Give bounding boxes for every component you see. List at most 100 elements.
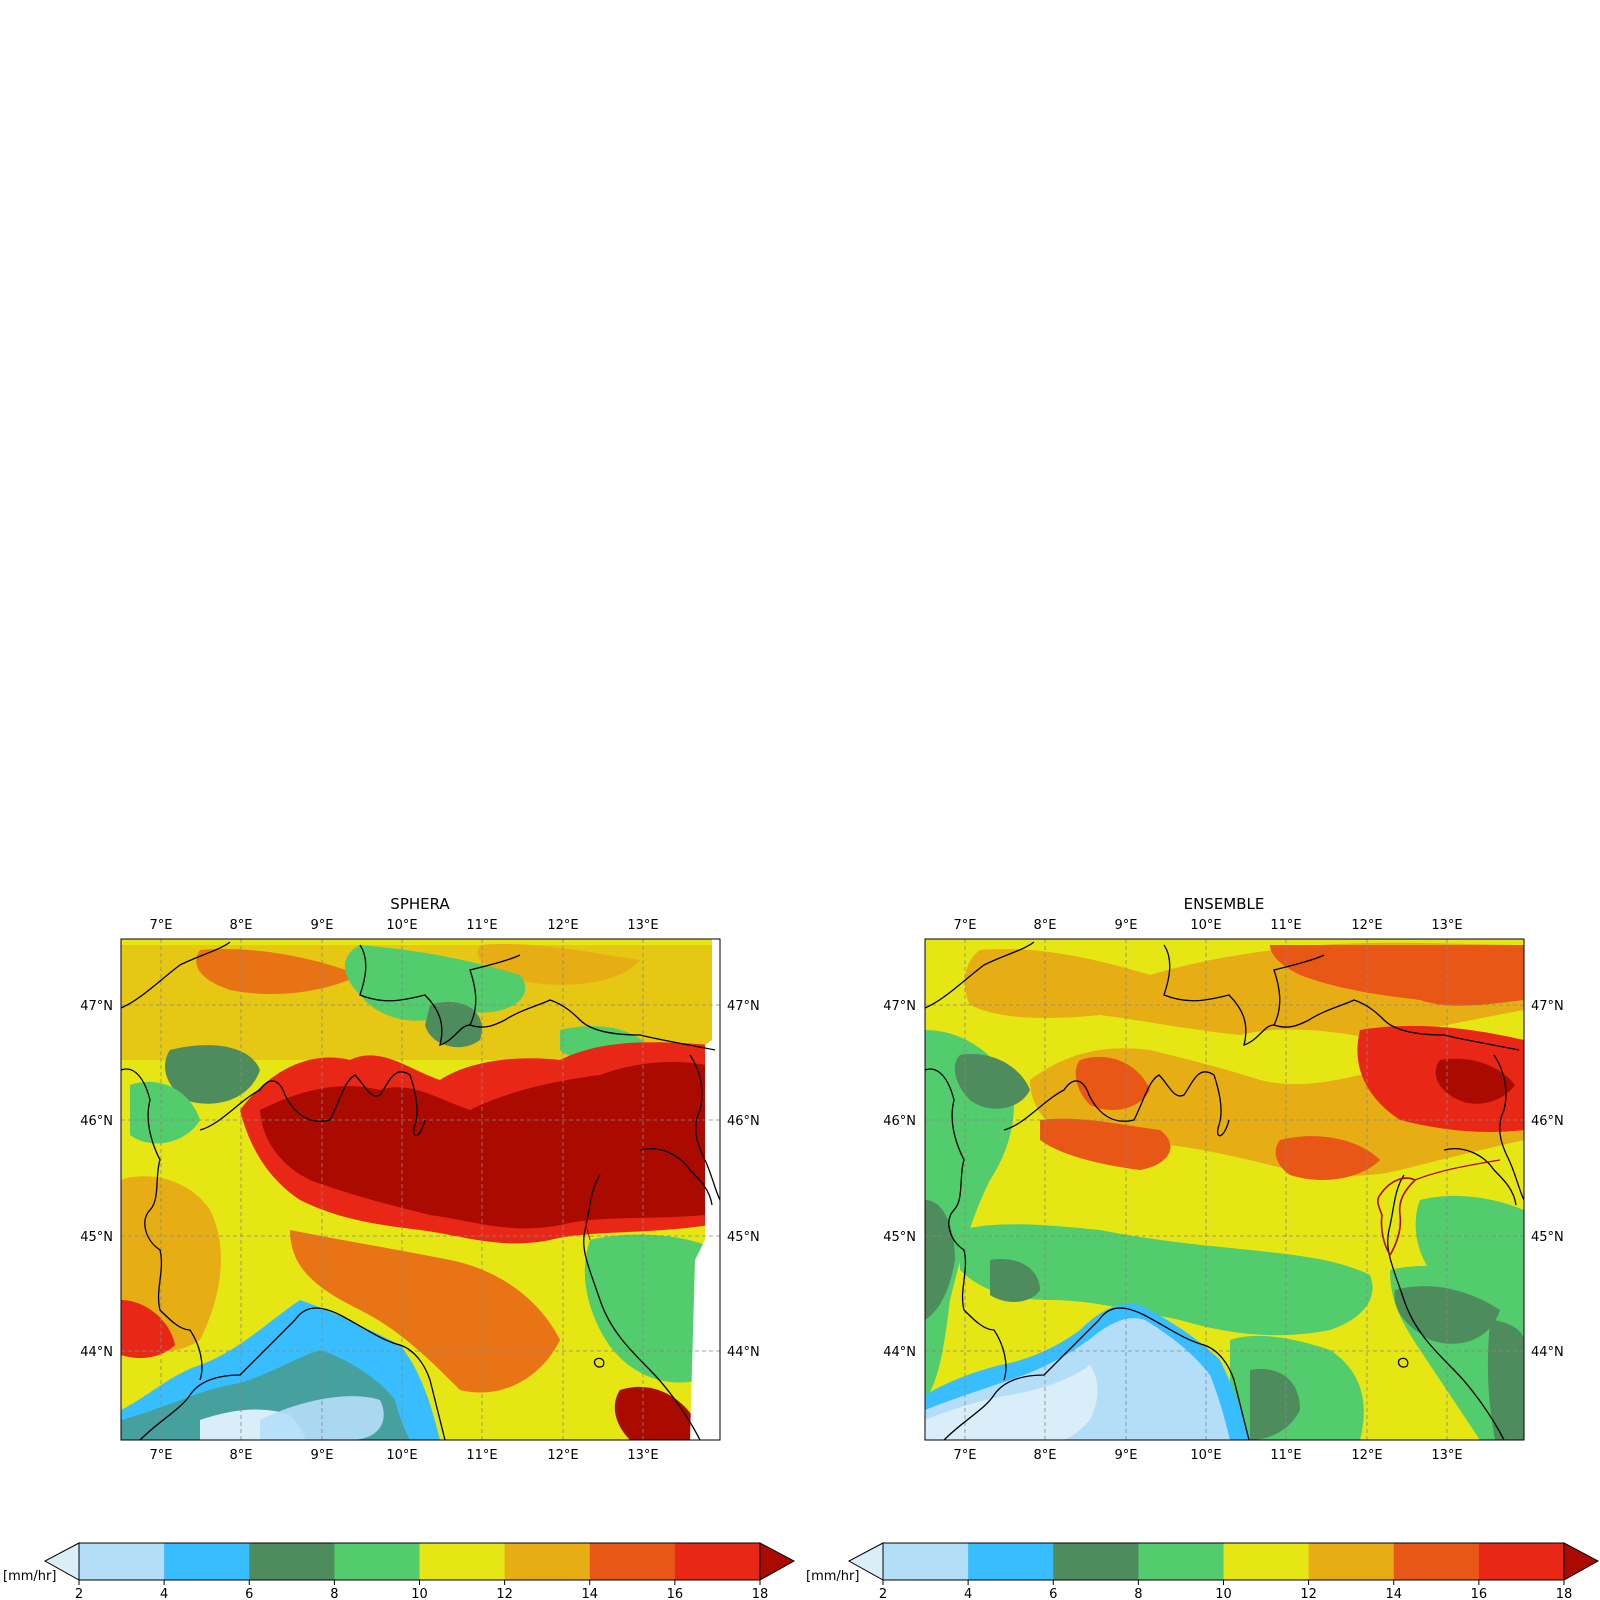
- left-colorbar-tick-label: 4: [160, 1587, 168, 1600]
- ensemble-right-lat-45: 45°N: [1531, 1230, 1564, 1245]
- right-colorbar-segment: [1223, 1543, 1310, 1580]
- right-colorbar-tick-label: 18: [1556, 1587, 1573, 1600]
- right-colorbar-tick-label: 4: [964, 1587, 972, 1600]
- ensemble-left-lat-47: 47°N: [883, 999, 916, 1014]
- left-colorbar-tick-label: 2: [75, 1587, 83, 1600]
- left-colorbar-segment: [674, 1543, 761, 1580]
- right-colorbar-over-triangle: [1563, 1542, 1600, 1581]
- ensemble-west-darkgreen-2: [954, 1054, 1030, 1109]
- sphera-bottom-lon-10: 10°E: [386, 1448, 417, 1463]
- left-colorbar: [mm/hr] 2 4 6 8 10 12 14 16 18: [3, 1542, 796, 1600]
- ensemble-left-lat-44: 44°N: [883, 1345, 916, 1360]
- ensemble-bottom-lon-10: 10°E: [1190, 1448, 1221, 1463]
- ensemble-apennine-darkgreen: [1250, 1369, 1300, 1440]
- right-colorbar-tick-label: 14: [1385, 1587, 1402, 1600]
- right-colorbar-tick-label: 12: [1300, 1587, 1317, 1600]
- ensemble-po-green: [960, 1224, 1373, 1336]
- sphera-left-lat-labels: 47°N 46°N 45°N 44°N: [80, 999, 113, 1360]
- sphera-gridlines: [121, 939, 720, 1440]
- ensemble-bottom-lon-8: 8°E: [1034, 1448, 1057, 1463]
- ensemble-west-green: [925, 1030, 1014, 1400]
- sphera-top-lon-8: 8°E: [230, 918, 253, 933]
- sphera-alpine-darkgreen-1: [425, 1001, 482, 1048]
- ensemble-top-lon-8: 8°E: [1034, 918, 1057, 933]
- sphera-top-lon-labels: 7°E 8°E 9°E 10°E 11°E 12°E 13°E: [150, 918, 659, 933]
- sphera-right-lat-46: 46°N: [727, 1114, 760, 1129]
- left-colorbar-over-triangle: [759, 1542, 796, 1581]
- sphera-left-lat-46: 46°N: [80, 1114, 113, 1129]
- right-colorbar-tick-label: 2: [879, 1587, 887, 1600]
- sphera-bottom-lon-7: 7°E: [150, 1448, 173, 1463]
- sphera-bottom-lon-11: 11°E: [466, 1448, 497, 1463]
- sphera-top-lon-11: 11°E: [466, 918, 497, 933]
- ensemble-top-lon-7: 7°E: [954, 918, 977, 933]
- left-colorbar-segment: [164, 1543, 250, 1580]
- sphera-top-lon-7: 7°E: [150, 918, 173, 933]
- left-colorbar-segment: [249, 1543, 335, 1580]
- ensemble-borders: [925, 941, 1524, 1440]
- ensemble-top-lon-12: 12°E: [1351, 918, 1382, 933]
- sphera-bottom-lon-9: 9°E: [311, 1448, 334, 1463]
- left-colorbar-tick-label: 12: [496, 1587, 513, 1600]
- ensemble-precip-field: [925, 939, 1524, 1440]
- right-colorbar-segment: [883, 1543, 969, 1580]
- ensemble-top-lon-labels: 7°E 8°E 9°E 10°E 11°E 12°E 13°E: [954, 918, 1463, 933]
- right-colorbar-segment: [1053, 1543, 1139, 1580]
- right-colorbar-tick-label: 10: [1215, 1587, 1232, 1600]
- sphera-west-green: [130, 1081, 200, 1144]
- ensemble-top-lon-13: 13°E: [1431, 918, 1462, 933]
- ensemble-right-lat-47: 47°N: [1531, 999, 1564, 1014]
- ensemble-north-darkorange: [1270, 945, 1524, 1006]
- sphera-left-lat-47: 47°N: [80, 999, 113, 1014]
- sphera-south-red: [290, 1230, 560, 1393]
- right-colorbar: [mm/hr] 2 4 6 8 10 12 14 16 18: [806, 1542, 1600, 1600]
- sphera-edge-blank: [690, 939, 720, 1440]
- ensemble-se-darkgreen: [1394, 1286, 1500, 1344]
- left-colorbar-tick-label: 10: [411, 1587, 428, 1600]
- sphera-top-lon-9: 9°E: [311, 918, 334, 933]
- right-colorbar-segment: [968, 1543, 1054, 1580]
- ensemble-bottom-lon-7: 7°E: [954, 1448, 977, 1463]
- left-colorbar-segment: [504, 1543, 591, 1580]
- sphera-right-lat-44: 44°N: [727, 1345, 760, 1360]
- right-colorbar-tick-label: 8: [1134, 1587, 1142, 1600]
- left-colorbar-tick-label: 6: [245, 1587, 253, 1600]
- left-colorbar-segment: [334, 1543, 420, 1580]
- sphera-west-darkgreen: [165, 1045, 260, 1104]
- ensemble-sea-light: [925, 1365, 1098, 1440]
- ensemble-bottom-lon-9: 9°E: [1115, 1448, 1138, 1463]
- sphera-left-lat-44: 44°N: [80, 1345, 113, 1360]
- ensemble-left-lat-labels: 47°N 46°N 45°N 44°N: [883, 999, 916, 1360]
- ensemble-gridlines: [925, 939, 1524, 1440]
- right-colorbar-tick-label: 16: [1471, 1587, 1488, 1600]
- sphera-title: SPHERA: [390, 895, 450, 913]
- sphera-top-lon-12: 12°E: [547, 918, 578, 933]
- ensemble-frame: [924, 938, 1525, 1441]
- sphera-panel: SPHERA 7°E 8°E 9°E 10°E 11°E 12°E 13°E 7…: [80, 895, 760, 1463]
- ensemble-ne-darkred: [1435, 1058, 1515, 1104]
- ensemble-mid-darkorange-2: [1275, 1136, 1380, 1180]
- left-colorbar-unit: [mm/hr]: [3, 1569, 56, 1584]
- ensemble-po-darkgreen: [990, 1259, 1040, 1302]
- left-colorbar-segment: [419, 1543, 506, 1580]
- ensemble-right-lat-labels: 47°N 46°N 45°N 44°N: [1531, 999, 1564, 1360]
- ensemble-mid-darkorange: [1040, 1118, 1171, 1170]
- ensemble-bottom-lon-12: 12°E: [1351, 1448, 1382, 1463]
- sphera-precip-field: [121, 939, 720, 1440]
- sphera-left-lat-45: 45°N: [80, 1230, 113, 1245]
- right-colorbar-tick-label: 6: [1049, 1587, 1057, 1600]
- sphera-top-lon-10: 10°E: [386, 918, 417, 933]
- sphera-red-line: [574, 1179, 591, 1241]
- sphera-bottom-lon-13: 13°E: [627, 1448, 658, 1463]
- sphera-north-orange-1: [196, 949, 360, 995]
- left-colorbar-segment: [79, 1543, 165, 1580]
- ensemble-alpine-darkorange-1: [1075, 1056, 1150, 1110]
- left-colorbar-segment: [589, 1543, 676, 1580]
- ensemble-bottom-lon-11: 11°E: [1270, 1448, 1301, 1463]
- sphera-borders: [121, 941, 720, 1440]
- right-colorbar-segment: [1478, 1543, 1565, 1580]
- sphera-west-red: [121, 1300, 175, 1358]
- right-colorbar-segment: [1308, 1543, 1395, 1580]
- ensemble-west-darkgreen: [925, 1200, 955, 1320]
